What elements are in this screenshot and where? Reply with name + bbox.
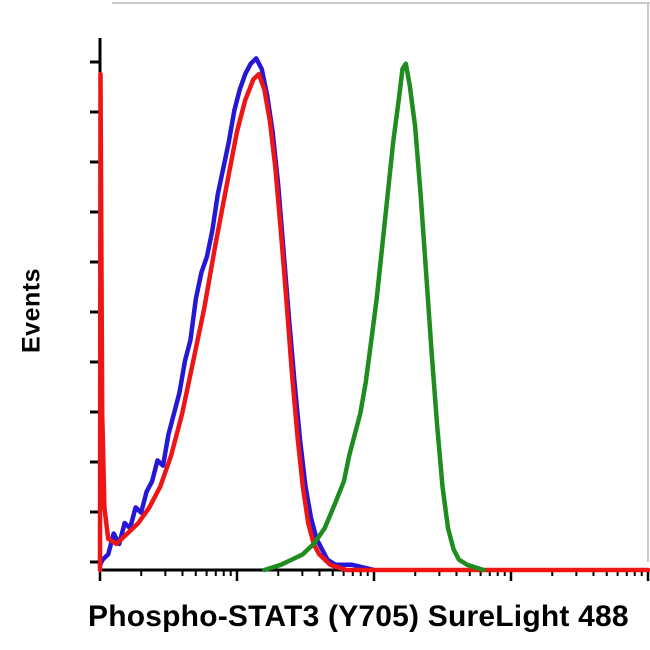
curve-control-red — [97, 71, 650, 573]
curve-control-blue — [97, 56, 377, 573]
y-axis-label: Events — [17, 268, 46, 353]
curve-stimulated-green — [262, 61, 486, 573]
x-axis-label: Phospho-STAT3 (Y705) SureLight 488 — [88, 600, 629, 633]
